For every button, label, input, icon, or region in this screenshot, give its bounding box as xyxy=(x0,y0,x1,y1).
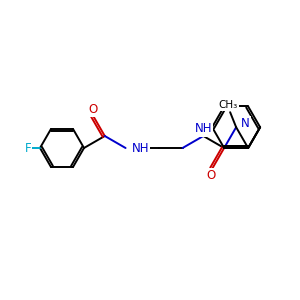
Text: N: N xyxy=(241,117,250,130)
Text: F: F xyxy=(24,142,31,154)
Text: NH: NH xyxy=(195,122,212,136)
Text: NH: NH xyxy=(132,142,149,154)
Text: O: O xyxy=(206,169,216,182)
Text: CH₃: CH₃ xyxy=(218,100,238,110)
Text: O: O xyxy=(88,103,98,116)
